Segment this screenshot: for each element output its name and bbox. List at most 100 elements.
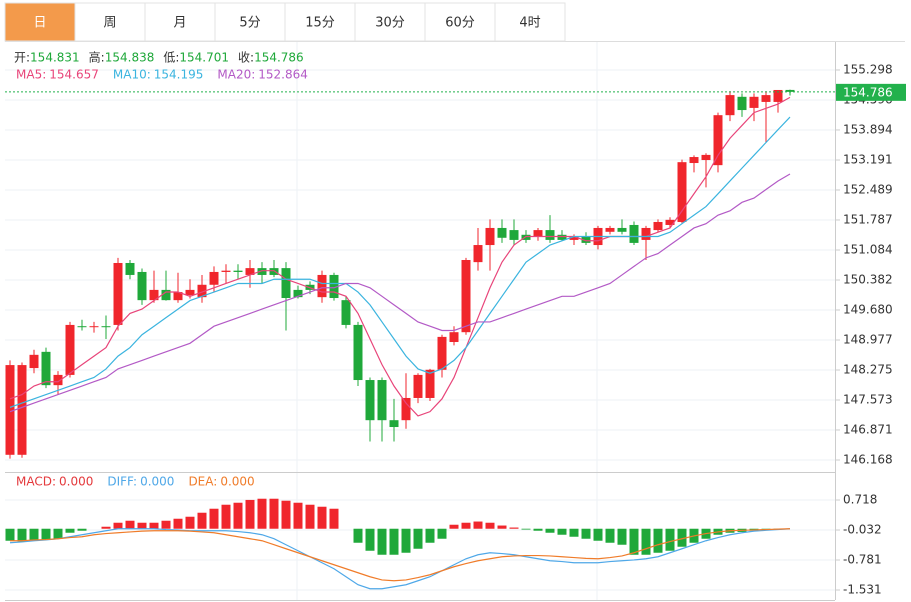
macd-bar bbox=[317, 506, 327, 529]
candle-body bbox=[353, 324, 363, 381]
candle-body bbox=[617, 227, 627, 232]
candle-body bbox=[605, 227, 615, 232]
legend-name: DIFF: bbox=[107, 475, 137, 489]
macd-bar bbox=[245, 499, 255, 529]
tab[interactable] bbox=[284, 2, 356, 42]
candle-body bbox=[5, 365, 15, 455]
macd-bar bbox=[365, 528, 375, 551]
macd-bar bbox=[497, 525, 507, 529]
macd-bar bbox=[221, 504, 231, 529]
tab-label[interactable]: 周 bbox=[103, 16, 116, 31]
y-tick-label: 146.168 bbox=[843, 453, 893, 467]
macd-bar bbox=[521, 528, 531, 530]
candle-body bbox=[545, 230, 555, 240]
candle-body bbox=[377, 380, 387, 421]
macd-bar bbox=[389, 528, 399, 555]
y-tick-label: -0.032 bbox=[843, 523, 882, 537]
candle-body bbox=[653, 221, 663, 231]
candle-body bbox=[233, 270, 243, 272]
macd-bar bbox=[473, 521, 483, 529]
macd-bar bbox=[53, 528, 63, 539]
legend-value: 0.000 bbox=[59, 475, 93, 489]
tab[interactable] bbox=[494, 2, 566, 42]
tab-label[interactable]: 4时 bbox=[519, 16, 540, 31]
y-tick-label: 151.084 bbox=[843, 242, 893, 256]
candle-body bbox=[245, 268, 255, 275]
indicator-line bbox=[9, 173, 791, 413]
candle-body bbox=[749, 96, 759, 108]
macd-bar bbox=[545, 528, 555, 533]
legend-name: DEA: bbox=[188, 475, 217, 489]
tab-label[interactable]: 30分 bbox=[375, 16, 405, 31]
macd-bar bbox=[437, 528, 447, 539]
quote-label: 开: bbox=[14, 51, 30, 65]
macd-bar bbox=[665, 528, 675, 551]
candle-body bbox=[89, 326, 99, 328]
macd-bar bbox=[629, 528, 639, 555]
macd-bar bbox=[209, 508, 219, 529]
candle-body bbox=[221, 270, 231, 272]
macd-bar bbox=[329, 508, 339, 529]
macd-bar bbox=[569, 528, 579, 537]
candle-body bbox=[773, 89, 783, 102]
tab[interactable] bbox=[214, 2, 286, 42]
tab-label[interactable]: 60分 bbox=[445, 16, 475, 31]
macd-bar bbox=[641, 528, 651, 555]
candle-body bbox=[125, 262, 135, 275]
candle-body bbox=[533, 230, 543, 237]
macd-bar bbox=[485, 522, 495, 529]
macd-bar bbox=[617, 528, 627, 545]
candle-body bbox=[389, 420, 399, 428]
macd-bar bbox=[149, 522, 159, 529]
candle-body bbox=[401, 397, 411, 421]
quote-label: 低: bbox=[163, 51, 179, 65]
tab[interactable] bbox=[424, 2, 496, 42]
macd-bar bbox=[173, 518, 183, 529]
macd-bar bbox=[125, 520, 135, 529]
candle-body bbox=[173, 292, 183, 301]
candle-body bbox=[509, 230, 519, 240]
macd-bar bbox=[557, 528, 567, 535]
tab-label[interactable]: 15分 bbox=[305, 16, 335, 31]
tab-label[interactable]: 日 bbox=[33, 16, 46, 31]
tab[interactable] bbox=[144, 2, 216, 42]
candle-body bbox=[293, 289, 303, 298]
candle-body bbox=[149, 289, 159, 301]
legend-value: 154.195 bbox=[154, 68, 204, 82]
indicator-line bbox=[9, 528, 791, 590]
macd-bar bbox=[533, 528, 543, 531]
tab-label[interactable]: 5分 bbox=[239, 16, 260, 31]
y-tick-label: 148.275 bbox=[843, 362, 893, 376]
macd-bar bbox=[305, 504, 315, 529]
macd-bar bbox=[281, 500, 291, 529]
candle-body bbox=[569, 236, 579, 240]
candle-body bbox=[317, 274, 327, 298]
candle-body bbox=[473, 245, 483, 263]
tab[interactable] bbox=[74, 2, 146, 42]
macd-bar bbox=[17, 528, 27, 542]
legend-name: MA20: bbox=[217, 68, 255, 82]
candle-body bbox=[341, 300, 351, 325]
candle-body bbox=[365, 380, 375, 421]
candle-body bbox=[77, 326, 87, 328]
tab-label[interactable]: 月 bbox=[173, 16, 186, 31]
candle-body bbox=[425, 369, 435, 398]
candle-body bbox=[161, 289, 171, 301]
legend-name: MA5: bbox=[16, 68, 46, 82]
y-tick-label: 147.573 bbox=[843, 392, 893, 406]
y-tick-label: -0.781 bbox=[843, 552, 882, 566]
candle-body bbox=[65, 324, 75, 375]
legend-value: 0.000 bbox=[220, 475, 254, 489]
macd-bar bbox=[65, 528, 75, 533]
candle-body bbox=[281, 268, 291, 299]
macd-bar bbox=[581, 528, 591, 539]
macd-bar bbox=[185, 516, 195, 529]
macd-bar bbox=[449, 524, 459, 529]
candle-body bbox=[197, 284, 207, 298]
macd-bar bbox=[677, 528, 687, 547]
quote-value: 154.701 bbox=[179, 51, 229, 65]
tab[interactable] bbox=[354, 2, 426, 42]
candle-body bbox=[701, 154, 711, 161]
macd-bar bbox=[461, 522, 471, 529]
indicator-line bbox=[9, 96, 791, 417]
